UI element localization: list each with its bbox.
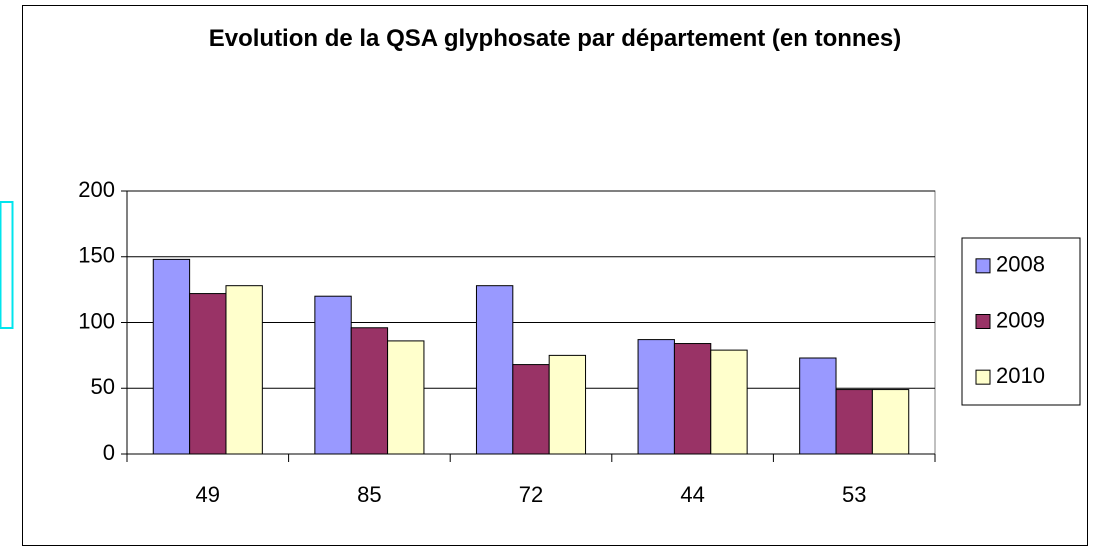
bar	[548, 354, 587, 455]
bar	[350, 327, 389, 455]
bar	[637, 339, 675, 455]
bar	[799, 357, 837, 455]
bar	[871, 389, 910, 455]
legend-label: 2010	[996, 363, 1045, 388]
legend-label: 2008	[996, 252, 1045, 277]
y-tick-label: 200	[78, 177, 115, 202]
bar	[152, 258, 191, 455]
selection-box	[0, 201, 14, 329]
bar	[225, 285, 263, 455]
chart-title: Evolution de la QSA glyphosate par dépar…	[208, 25, 902, 52]
y-tick-label: 100	[78, 308, 115, 333]
x-tick-label: 49	[196, 482, 220, 507]
bar	[710, 349, 748, 455]
bar	[475, 285, 514, 455]
legend-swatch	[975, 314, 991, 329]
x-tick-label: 44	[680, 482, 704, 507]
bar	[314, 295, 352, 455]
x-tick-label: 85	[357, 482, 381, 507]
legend-label: 2009	[996, 307, 1045, 332]
x-tick-label: 53	[842, 482, 866, 507]
legend-swatch	[975, 369, 991, 385]
bar	[512, 364, 550, 455]
bar	[387, 340, 425, 455]
x-tick-label: 72	[519, 482, 543, 507]
legend-swatch	[975, 258, 991, 274]
y-tick-label: 50	[91, 374, 115, 399]
y-tick-label: 150	[78, 243, 115, 268]
bar	[189, 293, 227, 455]
bar	[835, 389, 873, 455]
bar	[673, 343, 712, 455]
y-tick-label: 0	[103, 440, 115, 465]
